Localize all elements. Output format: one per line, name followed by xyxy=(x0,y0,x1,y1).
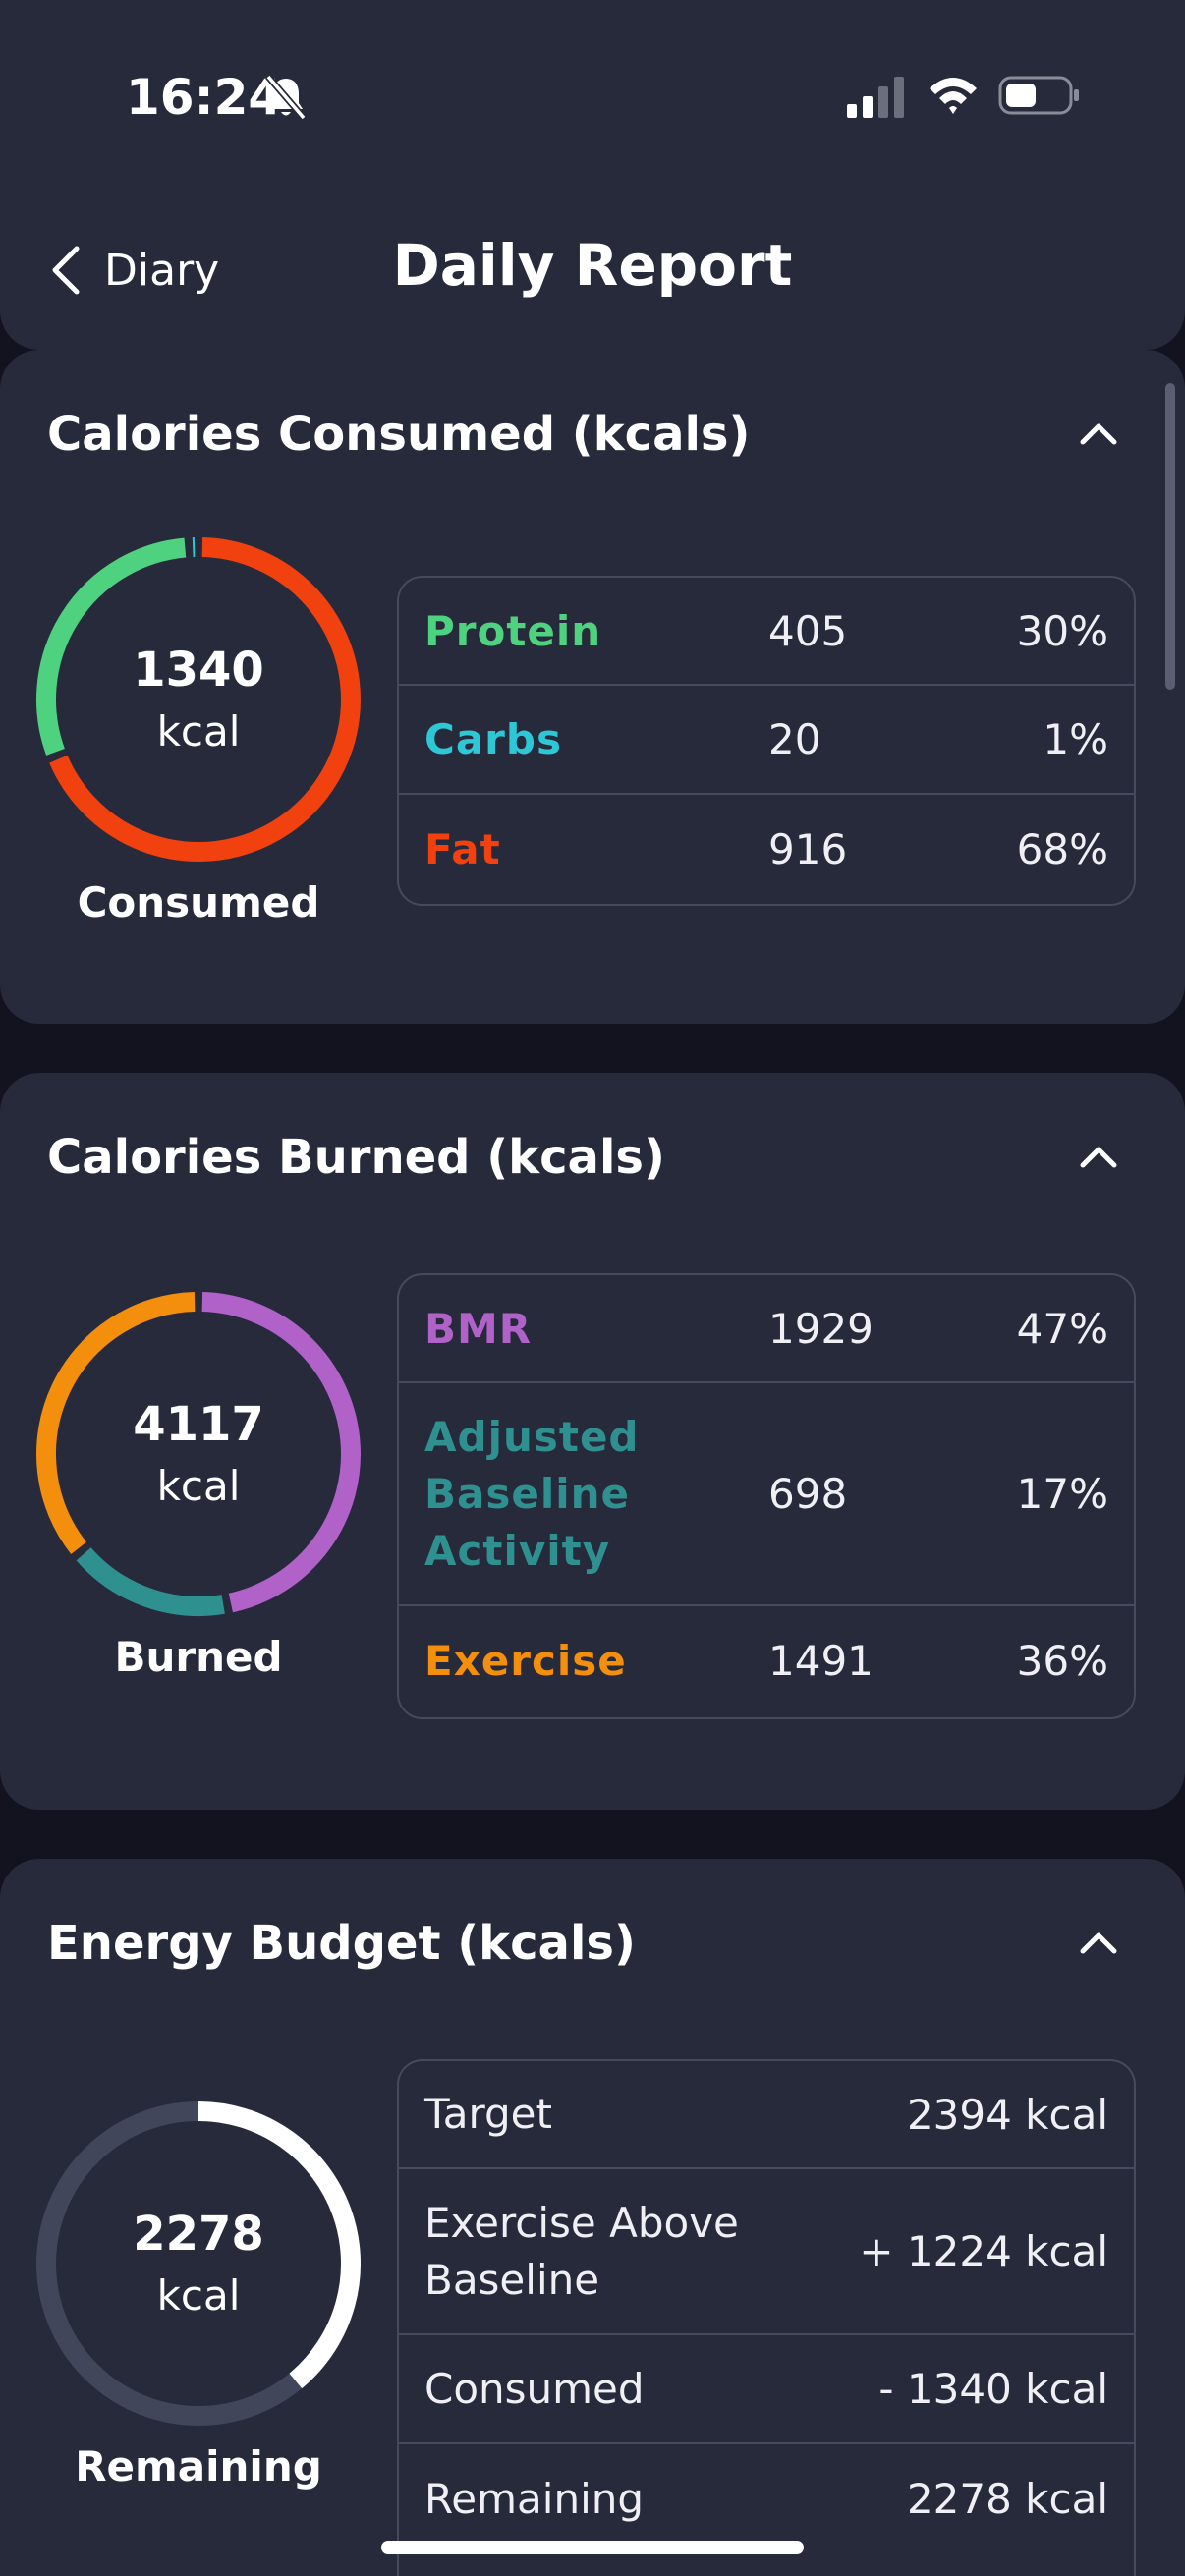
table-row-target: Target 2394 kcal xyxy=(399,2061,1134,2169)
row-label: Exercise Above Baseline xyxy=(424,2198,739,2304)
scrollbar[interactable] xyxy=(1165,383,1175,690)
donut-segment-fat xyxy=(49,537,361,862)
back-label: Diary xyxy=(104,245,220,296)
row-amount: 1491 xyxy=(768,1637,874,1685)
donut-segment-remaining xyxy=(198,2101,361,2389)
chevron-up-icon[interactable] xyxy=(1075,1928,1122,1959)
row-amount: 1929 xyxy=(768,1304,874,1353)
row-percent: 30% xyxy=(1016,606,1108,655)
row-amount: 20 xyxy=(768,715,821,763)
table-row-protein: Protein 405 30% xyxy=(399,578,1134,686)
row-name: Adjusted Baseline Activity xyxy=(424,1412,640,1575)
donut-caption: Consumed xyxy=(77,878,320,926)
signal-icon xyxy=(847,77,904,118)
consumed-donut-chart xyxy=(36,537,361,862)
battery-icon xyxy=(998,76,1079,115)
chevron-up-icon[interactable] xyxy=(1075,419,1122,450)
row-amount: 916 xyxy=(768,825,848,873)
table-row-consumed: Consumed - 1340 kcal xyxy=(399,2335,1134,2444)
macro-table: Protein 405 30% Carbs 20 1% Fat 916 68% xyxy=(397,576,1136,906)
wifi-icon xyxy=(930,78,977,114)
table-row-carbs: Carbs 20 1% xyxy=(399,686,1134,795)
table-row-exercise: Exercise 1491 36% xyxy=(399,1606,1134,1715)
row-amount: 698 xyxy=(768,1470,848,1518)
row-percent: 1% xyxy=(1043,715,1108,763)
row-value: 2278 kcal xyxy=(906,2475,1108,2523)
energy-budget-card: Energy Budget (kcals) 2278 kcal Remainin… xyxy=(0,1859,1185,2576)
remaining-donut-chart xyxy=(36,2101,361,2426)
budget-table: Target 2394 kcal Exercise Above Baseline… xyxy=(397,2059,1136,2576)
donut-unit: kcal xyxy=(156,2271,241,2320)
bell-slash-icon xyxy=(265,74,307,121)
row-label: Consumed xyxy=(424,2364,645,2413)
row-value: 2394 kcal xyxy=(906,2090,1108,2139)
calories-consumed-card: Calories Consumed (kcals) 1340 kcal Cons… xyxy=(0,350,1185,1024)
row-name: Fat xyxy=(424,825,501,873)
table-row-fat: Fat 916 68% xyxy=(399,795,1134,904)
card-title: Energy Budget (kcals) xyxy=(47,1916,636,1971)
back-button[interactable]: Diary xyxy=(47,236,219,305)
donut-unit: kcal xyxy=(156,707,241,756)
donut-caption: Remaining xyxy=(75,2442,322,2491)
row-percent: 68% xyxy=(1016,825,1108,873)
row-name: Exercise xyxy=(424,1637,627,1685)
donut-segment-bmr xyxy=(201,1292,361,1613)
status-time: 16:24 xyxy=(126,69,283,126)
donut-value: 4117 xyxy=(133,1397,264,1452)
card-title: Calories Consumed (kcals) xyxy=(47,407,751,462)
row-value: - 1340 kcal xyxy=(878,2365,1108,2413)
home-indicator[interactable] xyxy=(381,2541,804,2554)
calories-burned-card: Calories Burned (kcals) 4117 kcal Burned… xyxy=(0,1073,1185,1810)
donut-segment-protein xyxy=(36,537,187,756)
row-name: Carbs xyxy=(424,715,562,763)
row-percent: 17% xyxy=(1016,1470,1108,1518)
page-title: Daily Report xyxy=(392,232,793,299)
card-title: Calories Burned (kcals) xyxy=(47,1130,665,1185)
burn-table: BMR 1929 47% Adjusted Baseline Activity … xyxy=(397,1273,1136,1719)
row-name: Protein xyxy=(424,606,602,655)
row-value: + 1224 kcal xyxy=(859,2227,1108,2275)
row-percent: 36% xyxy=(1016,1637,1108,1685)
table-row-remaining: Remaining 2278 kcal xyxy=(399,2444,1134,2553)
row-amount: 405 xyxy=(768,606,848,655)
donut-value: 1340 xyxy=(133,643,264,698)
table-row-exercise-above-baseline: Exercise Above Baseline + 1224 kcal xyxy=(399,2169,1134,2335)
row-percent: 47% xyxy=(1016,1304,1108,1353)
donut-segment-exercise xyxy=(36,1292,196,1554)
donut-value: 2278 xyxy=(133,2207,264,2262)
chevron-left-icon xyxy=(52,246,80,295)
row-label: Target xyxy=(424,2090,552,2138)
row-label: Remaining xyxy=(424,2474,645,2523)
table-row-bmr: BMR 1929 47% xyxy=(399,1275,1134,1383)
row-name: BMR xyxy=(424,1304,533,1353)
donut-segment-adjusted-baseline xyxy=(76,1547,225,1616)
chevron-up-icon[interactable] xyxy=(1075,1142,1122,1173)
burned-donut-chart xyxy=(36,1292,361,1616)
donut-unit: kcal xyxy=(156,1462,241,1510)
donut-caption: Burned xyxy=(114,1633,283,1681)
table-row-adjusted-baseline: Adjusted Baseline Activity 698 17% xyxy=(399,1383,1134,1606)
header: 16:24 Diary Daily xyxy=(0,0,1185,350)
